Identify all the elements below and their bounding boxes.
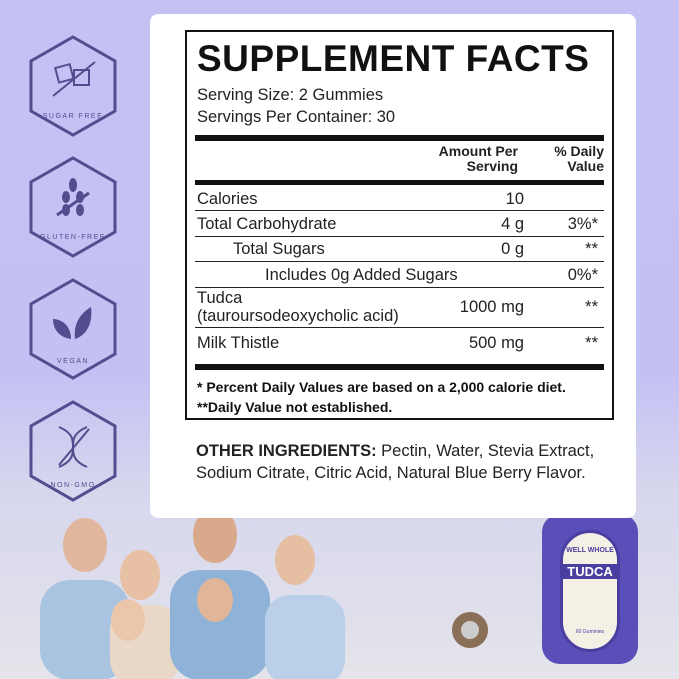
- gluten-free-badge: GLUTEN-FREE: [29, 156, 117, 258]
- sugar-free-badge: SUGAR FREE: [29, 35, 117, 137]
- table-row: Includes 0g Added Sugars 0%*: [195, 262, 604, 288]
- other-ingredients: OTHER INGREDIENTS: Pectin, Water, Stevia…: [196, 442, 595, 482]
- table-row: Calories 10: [195, 187, 604, 211]
- table-row: Total Sugars 0 g **: [195, 237, 604, 262]
- gummy-ring: [452, 612, 488, 648]
- wheat-crossed-icon: [56, 178, 90, 217]
- supplement-facts-card: SUPPLEMENT FACTS Serving Size: 2 Gummies…: [150, 14, 636, 518]
- leaves-icon: [53, 307, 92, 339]
- footnote-dv-not-established: **Daily Value not established.: [197, 399, 393, 415]
- badge-label: NON-GMO: [50, 482, 95, 489]
- vegan-badge: VEGAN: [29, 278, 117, 380]
- serving-size: Serving Size: 2 Gummies: [197, 86, 384, 104]
- badge-label: GLUTEN-FREE: [40, 234, 106, 241]
- footnote-percent-dv: * Percent Daily Values are based on a 2,…: [197, 379, 566, 395]
- sugar-cubes-icon: [52, 61, 96, 97]
- non-gmo-badge: NON-GMO: [29, 400, 117, 502]
- bottle-count: 60 Gummies: [575, 629, 605, 635]
- divider: [195, 135, 604, 141]
- amount-header: Amount Per Serving: [438, 143, 518, 174]
- table-row: Tudca (tauroursodeoxycholic acid) 1000 mg *…: [195, 288, 604, 328]
- bottle-brand: WELL WHOLE: [566, 547, 614, 554]
- dna-crossed-icon: [58, 426, 90, 468]
- divider: [195, 364, 604, 370]
- divider: [195, 180, 604, 185]
- panel-title: SUPPLEMENT FACTS: [197, 38, 590, 79]
- supplement-facts-panel: SUPPLEMENT FACTS Serving Size: 2 Gummies…: [185, 30, 614, 420]
- table-row: Milk Thistle 500 mg **: [197, 334, 598, 352]
- bottle-product: TUDCA: [563, 564, 617, 579]
- badge-label: SUGAR FREE: [43, 113, 104, 120]
- badge-label: VEGAN: [57, 358, 89, 365]
- servings-per-container: Servings Per Container: 30: [197, 108, 396, 126]
- family-photo: [40, 507, 345, 679]
- dv-header: % Daily Value: [554, 143, 604, 174]
- table-row: Total Carbohydrate 4 g 3%*: [195, 211, 604, 237]
